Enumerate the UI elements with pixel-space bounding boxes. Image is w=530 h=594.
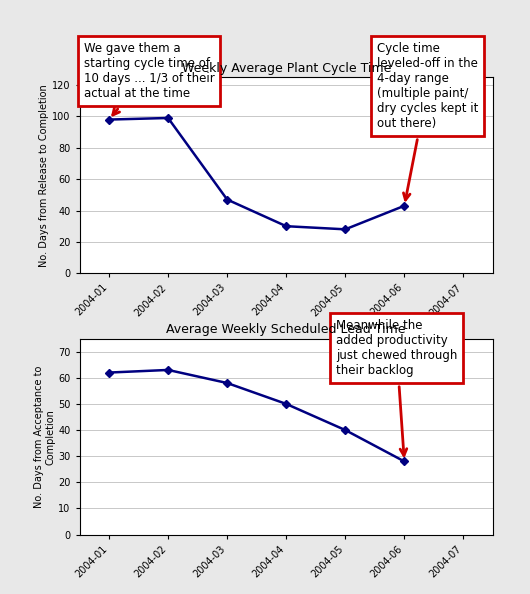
Title: Weekly Average Plant Cycle Time: Weekly Average Plant Cycle Time <box>181 62 391 75</box>
Y-axis label: No. Days from Release to Completion: No. Days from Release to Completion <box>39 84 49 267</box>
Y-axis label: No. Days from Acceptance to
Completion: No. Days from Acceptance to Completion <box>34 365 55 508</box>
Text: Meanwhile the
added productivity
just chewed through
their backlog: Meanwhile the added productivity just ch… <box>336 319 457 456</box>
Title: Average Weekly Scheduled Lead Time: Average Weekly Scheduled Lead Time <box>166 323 406 336</box>
Text: Cycle time
leveled-off in the
4-day range
(multiple paint/
dry cycles kept it
ou: Cycle time leveled-off in the 4-day rang… <box>377 42 479 200</box>
Text: We gave them a
starting cycle time of
10 days ... 1/3 of their
actual at the tim: We gave them a starting cycle time of 10… <box>84 42 214 115</box>
